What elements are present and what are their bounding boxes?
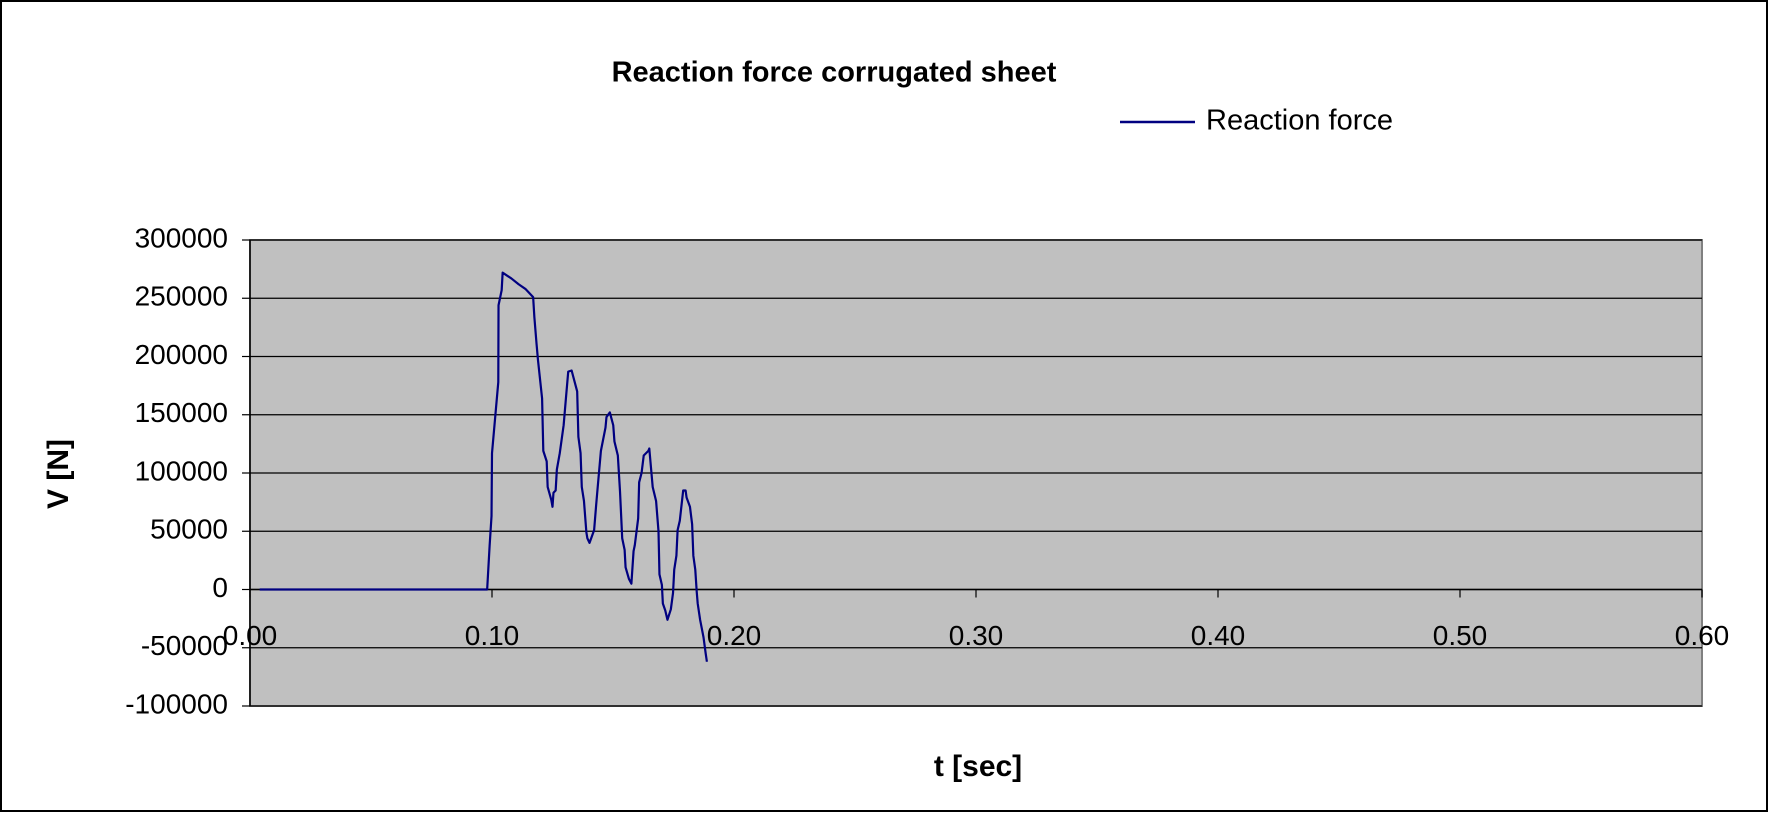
x-tick-label: 0.60: [1675, 620, 1730, 651]
x-tick-label: 0.00: [223, 620, 278, 651]
legend-label: Reaction force: [1206, 105, 1393, 137]
x-tick-label: 0.50: [1433, 620, 1488, 651]
x-tick-label: 0.30: [949, 620, 1004, 651]
y-tick-label: 250000: [135, 281, 228, 312]
data-line: [259, 271, 708, 662]
x-axis-label: t [sec]: [934, 750, 1022, 783]
y-axis-label: V [N]: [42, 439, 75, 509]
y-tick-label: 300000: [135, 222, 228, 253]
y-tick-label: 200000: [135, 339, 228, 370]
y-tick-label: 150000: [135, 397, 228, 428]
y-tick-label: 100000: [135, 455, 228, 486]
y-tick-label: 50000: [150, 514, 228, 545]
y-tick-label: -50000: [141, 630, 228, 661]
x-tick-label: 0.40: [1191, 620, 1246, 651]
chart-title: Reaction force corrugated sheet: [612, 57, 1057, 89]
y-tick-label: 0: [212, 572, 228, 603]
x-tick-label: 0.20: [707, 620, 762, 651]
y-tick-label: -100000: [125, 688, 228, 719]
x-tick-label: 0.10: [465, 620, 520, 651]
